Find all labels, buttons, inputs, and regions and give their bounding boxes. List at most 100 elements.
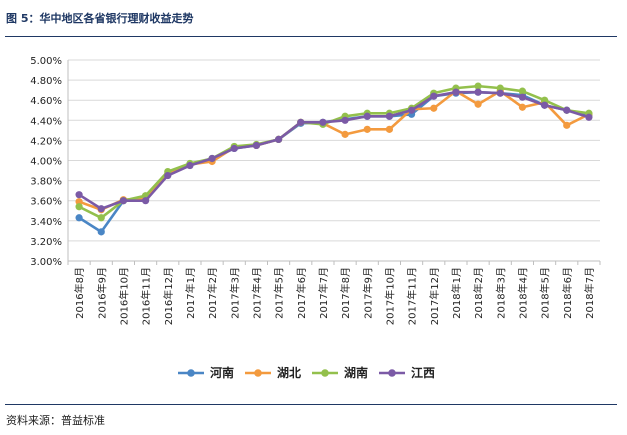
data-point (540, 101, 549, 109)
series-line (78, 90, 590, 234)
legend-label: 河南 (209, 365, 234, 380)
legend-entry-3: 江西 (379, 365, 435, 380)
x-tick-label: 2016年9月 (95, 267, 108, 319)
series-line (78, 84, 590, 220)
data-point (75, 203, 83, 211)
data-point (274, 135, 283, 143)
y-tick-label: 3.60% (30, 197, 62, 208)
series-layer (75, 82, 593, 236)
data-point (518, 87, 527, 95)
data-point (230, 144, 238, 153)
x-tick-label: 2017年3月 (228, 267, 241, 319)
data-point (474, 100, 482, 108)
data-point (119, 197, 128, 205)
data-point (474, 82, 482, 90)
data-point (496, 84, 504, 92)
data-point (430, 104, 438, 112)
x-tick-label: 2016年8月 (73, 267, 86, 319)
data-point (563, 106, 571, 114)
data-point (97, 214, 105, 222)
series-line (78, 89, 590, 212)
x-tick-label: 2016年12月 (162, 267, 175, 325)
data-point (341, 116, 349, 124)
x-tick-label: 2017年4月 (250, 267, 263, 319)
legend-entry-0: 河南 (178, 365, 234, 380)
x-tick-label: 2017年9月 (361, 267, 374, 319)
figure-title: 图 5：华中地区各省银行理财收益走势 (6, 12, 194, 25)
x-tick-label: 2017年1月 (184, 267, 197, 319)
legend: 河南 湖北 湖南 江西 (178, 365, 435, 380)
data-point (496, 89, 504, 97)
data-point (75, 214, 83, 222)
data-point (297, 118, 305, 126)
data-point (385, 125, 394, 133)
data-point (585, 113, 593, 121)
data-point (75, 191, 83, 199)
series-1 (75, 87, 593, 214)
legend-marker (187, 369, 195, 377)
y-tick-label: 4.00% (30, 157, 62, 168)
y-tick-label: 4.60% (30, 96, 62, 107)
x-tick-label: 2016年11月 (140, 267, 153, 325)
y-tick-label: 3.20% (30, 237, 62, 248)
line-chart: 3.00% 3.20% 3.40% 3.60% 3.80% 4.00% 4.20% 4.40%… (30, 56, 601, 380)
data-point (518, 93, 527, 101)
top-rule (5, 36, 617, 37)
data-point (319, 118, 327, 126)
legend-marker (388, 369, 396, 377)
x-tick-label: 2017年12月 (428, 267, 441, 325)
y-tick-label: 3.80% (30, 177, 62, 188)
x-tick-label: 2017年7月 (317, 267, 330, 319)
y-tick-label: 4.80% (30, 76, 62, 87)
x-tick-label: 2018年3月 (494, 267, 507, 319)
data-point (385, 112, 394, 120)
data-point (430, 92, 438, 100)
data-point (474, 88, 482, 96)
x-axis: 2016年8月 2016年9月 2016年10月 2016年11月 2016年12月 20… (67, 260, 601, 325)
data-point (186, 161, 194, 170)
data-point (407, 106, 416, 114)
x-tick-label: 2018年2月 (472, 267, 485, 319)
x-tick-label: 2018年7月 (583, 267, 596, 319)
data-point (75, 198, 83, 206)
data-point (363, 125, 371, 133)
x-tick-label: 2018年4月 (516, 267, 529, 319)
x-tick-label: 2017年5月 (273, 267, 286, 319)
y-tick-label: 4.20% (30, 136, 62, 147)
series-3 (75, 88, 593, 213)
x-tick-label: 2018年1月 (450, 267, 463, 319)
x-tick-label: 2018年5月 (539, 267, 552, 319)
source-note: 资料来源：普益标准 (6, 414, 105, 427)
data-point (208, 154, 216, 163)
legend-entry-1: 湖北 (245, 365, 301, 380)
legend-label: 江西 (411, 365, 435, 380)
series-0 (75, 88, 593, 236)
data-point (452, 88, 460, 96)
data-point (97, 205, 105, 213)
x-tick-label: 2017年6月 (295, 267, 308, 319)
x-tick-label: 2017年10月 (383, 267, 396, 325)
data-point (563, 121, 571, 129)
x-tick-label: 2018年6月 (561, 267, 574, 319)
legend-marker (254, 369, 262, 377)
x-tick-label: 2017年8月 (339, 267, 352, 319)
legend-entry-2: 湖南 (312, 365, 368, 380)
data-point (341, 130, 349, 138)
legend-marker (321, 369, 329, 377)
data-point (252, 141, 261, 150)
data-point (540, 96, 549, 104)
x-tick-label: 2016年10月 (117, 267, 130, 325)
legend-label: 湖南 (344, 365, 368, 380)
bottom-rule (5, 404, 617, 405)
y-axis: 3.00% 3.20% 3.40% 3.60% 3.80% 4.00% 4.20% 4.40%… (30, 56, 69, 268)
series-line (78, 90, 590, 211)
y-tick-label: 3.00% (30, 257, 62, 268)
y-tick-label: 3.40% (30, 217, 62, 228)
y-tick-label: 5.00% (30, 56, 62, 67)
data-point (164, 171, 172, 180)
y-tick-label: 4.40% (30, 116, 62, 127)
legend-label: 湖北 (277, 365, 301, 380)
data-point (97, 228, 105, 236)
grid-layer (68, 59, 600, 262)
data-point (518, 103, 527, 111)
